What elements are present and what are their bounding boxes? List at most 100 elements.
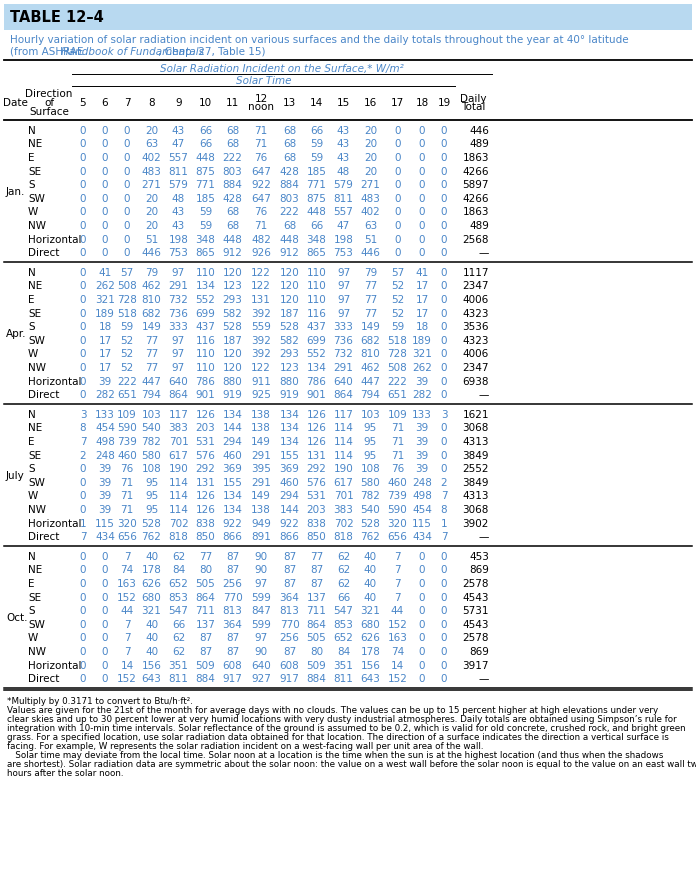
Text: 447: 447	[141, 376, 161, 387]
Text: —: —	[479, 390, 489, 400]
Text: 0: 0	[419, 180, 425, 190]
Text: 97: 97	[172, 336, 185, 346]
Text: 0: 0	[441, 423, 448, 434]
Text: 57: 57	[120, 267, 134, 278]
Text: 762: 762	[361, 532, 381, 543]
Text: 52: 52	[391, 308, 404, 319]
Text: 446: 446	[141, 248, 161, 258]
Text: 87: 87	[226, 647, 239, 657]
Text: 482: 482	[251, 234, 271, 245]
Text: 97: 97	[337, 308, 350, 319]
Text: 0: 0	[441, 180, 448, 190]
Text: 126: 126	[196, 505, 216, 515]
Text: 7: 7	[441, 532, 448, 543]
Text: 753: 753	[168, 248, 189, 258]
Text: 80: 80	[199, 565, 212, 576]
Text: 163: 163	[117, 579, 137, 589]
Text: 0: 0	[419, 660, 425, 671]
Text: 77: 77	[364, 308, 377, 319]
Text: 152: 152	[117, 592, 137, 603]
Text: 728: 728	[388, 349, 407, 360]
Text: (from ASHRAE: (from ASHRAE	[10, 47, 87, 57]
Text: 178: 178	[141, 565, 161, 576]
Text: 203: 203	[307, 505, 326, 515]
Text: 203: 203	[196, 423, 215, 434]
Text: 66: 66	[172, 620, 185, 630]
Text: 736: 736	[333, 336, 354, 346]
Text: 528: 528	[361, 518, 381, 529]
Text: 40: 40	[364, 592, 377, 603]
Text: 187: 187	[280, 308, 299, 319]
Text: 20: 20	[364, 125, 377, 136]
Text: 144: 144	[280, 505, 299, 515]
Text: 460: 460	[117, 450, 137, 461]
Text: 0: 0	[394, 234, 401, 245]
Text: 190: 190	[168, 464, 189, 474]
Text: 0: 0	[441, 248, 448, 258]
Text: 0: 0	[419, 207, 425, 218]
Text: Direct: Direct	[28, 674, 59, 685]
Text: 0: 0	[80, 322, 86, 332]
Text: 120: 120	[280, 267, 299, 278]
Text: 11: 11	[226, 98, 239, 108]
Text: 320: 320	[388, 518, 407, 529]
Text: 294: 294	[223, 437, 242, 447]
Text: 185: 185	[196, 194, 216, 204]
Text: 0: 0	[441, 308, 448, 319]
Text: NW: NW	[28, 505, 46, 515]
Text: 134: 134	[280, 437, 299, 447]
Text: 68: 68	[226, 139, 239, 150]
Text: 59: 59	[120, 322, 134, 332]
Text: *Multiply by 0.3171 to convert to Btu/h·ft².: *Multiply by 0.3171 to convert to Btu/h·…	[7, 697, 193, 706]
Text: 95: 95	[364, 423, 377, 434]
Text: 811: 811	[168, 674, 189, 685]
Text: 3902: 3902	[463, 518, 489, 529]
Text: 79: 79	[145, 267, 158, 278]
Text: 17: 17	[98, 349, 111, 360]
Text: 922: 922	[251, 180, 271, 190]
Text: N: N	[28, 409, 35, 420]
Text: 383: 383	[168, 423, 189, 434]
Text: 891: 891	[251, 532, 271, 543]
Text: 0: 0	[102, 674, 109, 685]
Text: 682: 682	[361, 336, 381, 346]
Text: 114: 114	[333, 450, 354, 461]
Text: 133: 133	[412, 409, 432, 420]
Text: 540: 540	[361, 505, 381, 515]
Text: 62: 62	[337, 579, 350, 589]
Text: 813: 813	[223, 606, 242, 616]
Text: 0: 0	[80, 579, 86, 589]
Text: 9: 9	[175, 98, 182, 108]
Text: 0: 0	[419, 647, 425, 657]
Text: 850: 850	[196, 532, 215, 543]
Text: 0: 0	[394, 180, 401, 190]
Text: 711: 711	[196, 606, 216, 616]
Text: 189: 189	[412, 336, 432, 346]
Text: 853: 853	[333, 620, 354, 630]
Text: 1: 1	[441, 518, 448, 529]
Text: 626: 626	[141, 579, 161, 589]
Text: 262: 262	[95, 281, 115, 292]
Text: 68: 68	[283, 153, 296, 163]
Text: 528: 528	[223, 322, 242, 332]
Text: 880: 880	[223, 376, 242, 387]
Text: noon: noon	[248, 103, 274, 112]
Text: 4313: 4313	[463, 437, 489, 447]
Text: 0: 0	[80, 565, 86, 576]
Text: , Chap. 27, Table 15): , Chap. 27, Table 15)	[158, 47, 266, 57]
Text: 134: 134	[306, 363, 326, 373]
Text: 62: 62	[172, 552, 185, 562]
Text: 4543: 4543	[463, 592, 489, 603]
Text: 52: 52	[391, 281, 404, 292]
Text: 7: 7	[394, 579, 401, 589]
Text: 557: 557	[333, 207, 354, 218]
Text: 0: 0	[80, 139, 86, 150]
Text: 62: 62	[337, 565, 350, 576]
Text: 0: 0	[441, 125, 448, 136]
Text: 110: 110	[196, 349, 215, 360]
Text: 0: 0	[394, 139, 401, 150]
Text: 0: 0	[441, 606, 448, 616]
Text: 87: 87	[283, 565, 296, 576]
Text: 40: 40	[364, 565, 377, 576]
Text: 40: 40	[145, 647, 158, 657]
